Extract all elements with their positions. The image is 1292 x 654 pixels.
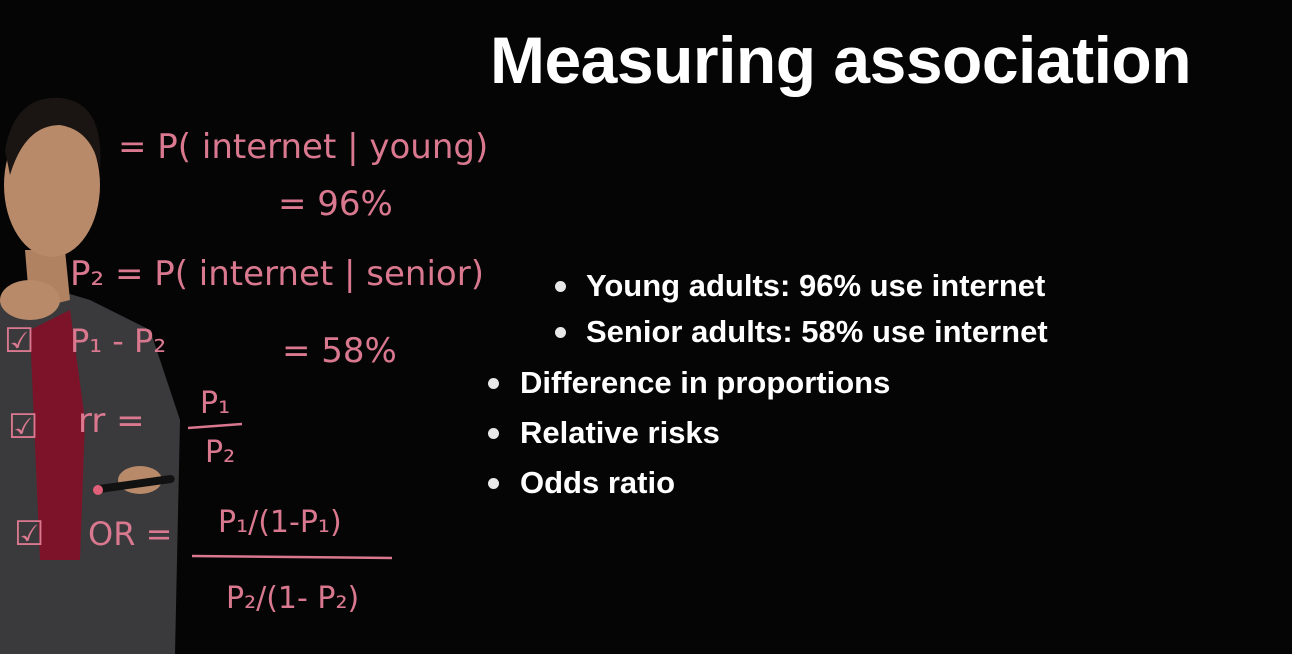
hw-line-2: = 96% [278,184,393,224]
hw-check-3: ☑ [14,514,44,554]
hw-line-6-label: rr = [78,401,145,441]
bullet-dot-icon [555,281,566,292]
hw-check-1: ☑ [4,321,34,361]
bullet-text: Odds ratio [520,465,676,500]
hw-check-2: ☑ [8,407,38,447]
handwritten-notes: = P( internet | young) = 96% P₂ = P( int… [4,127,488,616]
hw-line-6-den: P₂ [205,435,235,470]
bullet-dot-icon [488,378,499,389]
bullet-text: Young adults: 96% use internet [586,268,1046,303]
bullet-text: Difference in proportions [520,365,891,400]
bullet-item: Young adults: 96% use internet [555,268,1046,304]
presenter-figure [0,97,180,654]
bullet-item: Relative risks [488,415,720,451]
bullet-item: Senior adults: 58% use internet [555,314,1048,350]
hw-line-6-num: P₁ [200,386,230,421]
hw-line-7-label: OR = [88,515,172,553]
bullet-text: Senior adults: 58% use internet [586,314,1048,349]
hw-line-3: P₂ = P( internet | senior) [70,254,484,294]
hw-line-4: P₁ - P₂ [70,322,166,360]
hw-line-7-den: P₂/(1- P₂) [226,581,359,616]
bullet-dot-icon [488,428,499,439]
hw-fraction-bar-1 [187,422,243,430]
bullet-text: Relative risks [520,415,720,450]
bullet-item: Odds ratio [488,465,676,501]
hw-line-1: = P( internet | young) [118,127,488,167]
hw-fraction-bar-2 [191,554,393,560]
hw-line-7-num: P₁/(1-P₁) [218,505,342,540]
bullet-dot-icon [555,327,566,338]
bullet-dot-icon [488,478,499,489]
bullet-item: Difference in proportions [488,365,891,401]
slide-title: Measuring association [490,23,1192,97]
hw-line-5: = 58% [282,331,397,371]
